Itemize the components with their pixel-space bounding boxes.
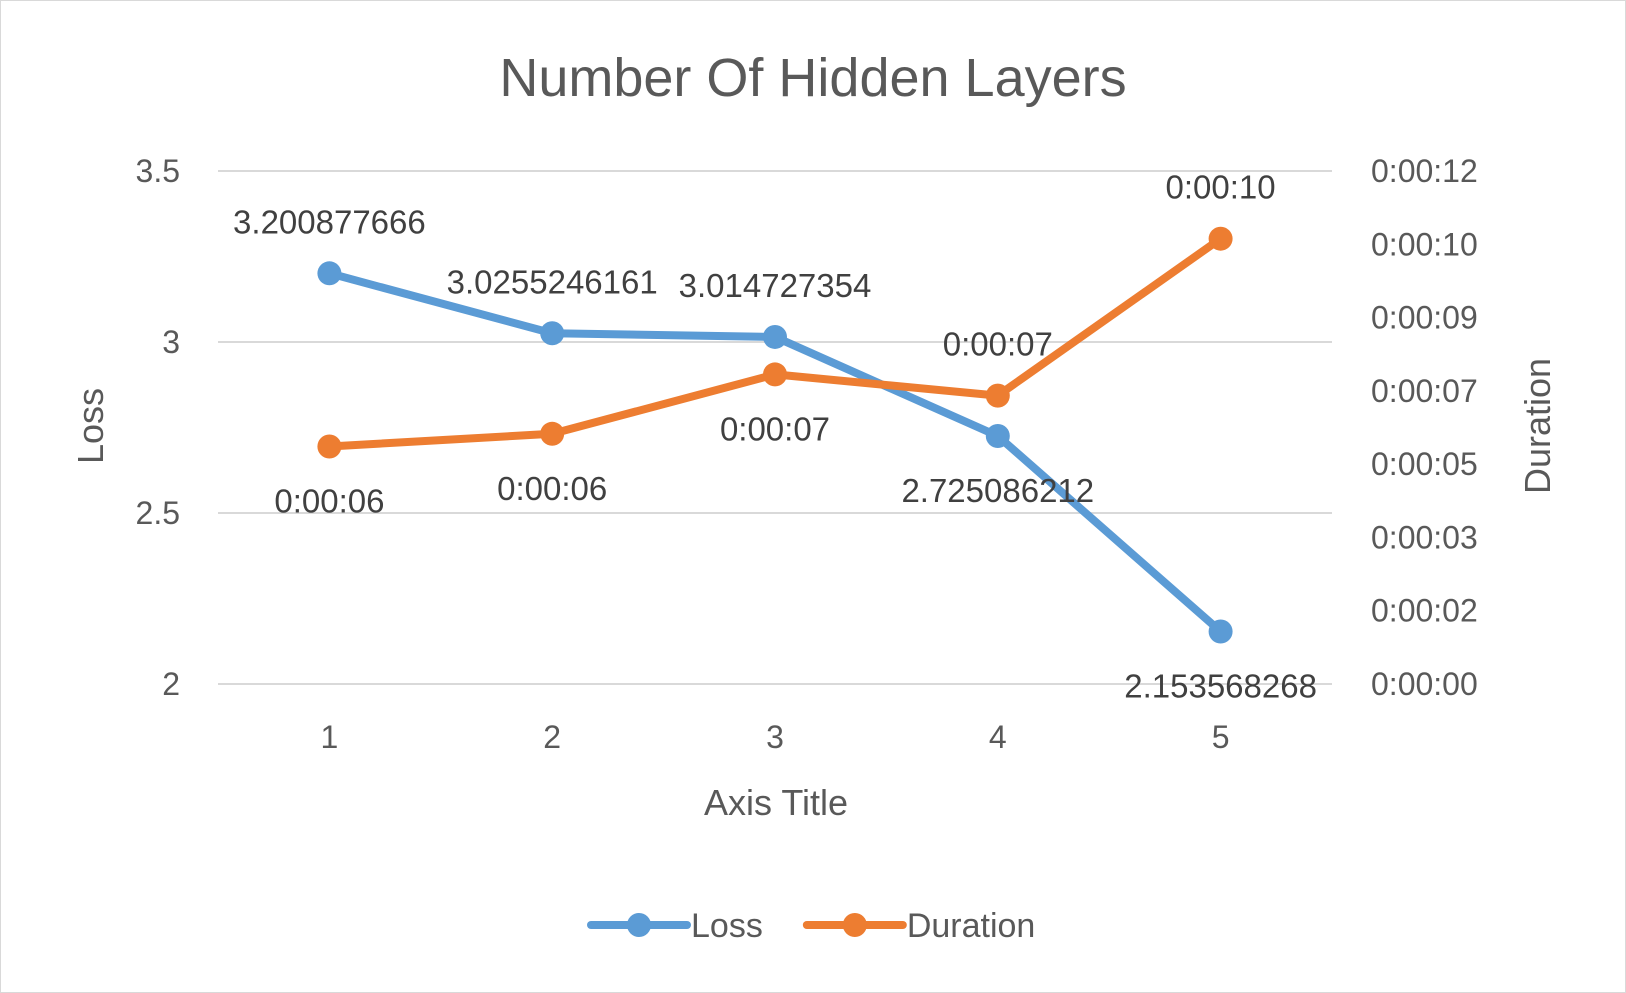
data-point bbox=[763, 324, 787, 349]
y2-tick-label: 0:00:09 bbox=[1371, 300, 1478, 336]
data-label: 3.0255246161 bbox=[447, 263, 658, 300]
data-point bbox=[1208, 619, 1233, 644]
data-point bbox=[317, 434, 342, 459]
chart-title: Number Of Hidden Layers bbox=[499, 48, 1126, 108]
x-tick-label: 3 bbox=[766, 719, 784, 755]
x-axis-title: Axis Title bbox=[704, 782, 848, 823]
legend-label: Duration bbox=[907, 907, 1036, 945]
y-tick-label: 3.5 bbox=[136, 153, 180, 189]
x-tick-label: 1 bbox=[321, 719, 339, 755]
y2-tick-label: 0:00:05 bbox=[1371, 446, 1478, 482]
y2-tick-label: 0:00:07 bbox=[1371, 373, 1478, 409]
data-point bbox=[985, 424, 1010, 449]
series-layer bbox=[317, 226, 1233, 644]
y-tick-label: 2.5 bbox=[136, 495, 180, 531]
data-label: 3.200877666 bbox=[233, 203, 426, 240]
x-tick-label: 4 bbox=[989, 719, 1007, 755]
data-label: 2.153568268 bbox=[1124, 667, 1317, 704]
data-point bbox=[540, 421, 565, 446]
y2-axis-title: Duration bbox=[1517, 358, 1558, 494]
series-loss bbox=[317, 261, 1233, 644]
y-axis-title: Loss bbox=[70, 388, 111, 464]
x-tick-label: 5 bbox=[1212, 719, 1230, 755]
legend-item-duration: Duration bbox=[802, 907, 1036, 945]
data-label: 0:00:06 bbox=[274, 483, 384, 520]
legend-swatch-marker bbox=[842, 913, 867, 937]
y-tick-label: 2 bbox=[162, 666, 180, 702]
data-label: 0:00:07 bbox=[943, 326, 1053, 363]
data-label: 0:00:06 bbox=[497, 470, 607, 507]
data-point bbox=[763, 362, 787, 387]
legend: Loss Duration bbox=[587, 907, 1036, 945]
y-axis-ticks: 2 2.5 3 3.5 bbox=[136, 153, 180, 702]
data-point bbox=[540, 321, 565, 346]
legend-item-loss: Loss bbox=[587, 907, 763, 945]
data-point bbox=[985, 383, 1010, 408]
data-point bbox=[1208, 226, 1233, 251]
y2-tick-label: 0:00:00 bbox=[1371, 666, 1478, 702]
data-label: 0:00:07 bbox=[720, 410, 830, 447]
data-point bbox=[317, 261, 342, 286]
x-axis-ticks: 1 2 3 4 5 bbox=[321, 719, 1230, 755]
y-tick-label: 3 bbox=[162, 324, 180, 360]
y2-tick-label: 0:00:10 bbox=[1371, 226, 1478, 262]
data-label: 3.014727354 bbox=[679, 267, 872, 304]
data-label: 2.725086212 bbox=[901, 472, 1094, 509]
series-duration bbox=[317, 226, 1233, 459]
y2-tick-label: 0:00:02 bbox=[1371, 593, 1478, 629]
y2-axis-ticks: 0:00:00 0:00:02 0:00:03 0:00:05 0:00:07 0:00:… bbox=[1371, 153, 1478, 702]
legend-label: Loss bbox=[691, 907, 763, 945]
y2-tick-label: 0:00:12 bbox=[1371, 153, 1478, 189]
legend-swatch-marker bbox=[627, 913, 651, 937]
data-labels: 3.200877666 3.0255246161 3.014727354 2.7250… bbox=[233, 169, 1317, 705]
data-label: 0:00:10 bbox=[1166, 169, 1276, 206]
x-tick-label: 2 bbox=[543, 719, 561, 755]
y2-tick-label: 0:00:03 bbox=[1371, 519, 1478, 555]
